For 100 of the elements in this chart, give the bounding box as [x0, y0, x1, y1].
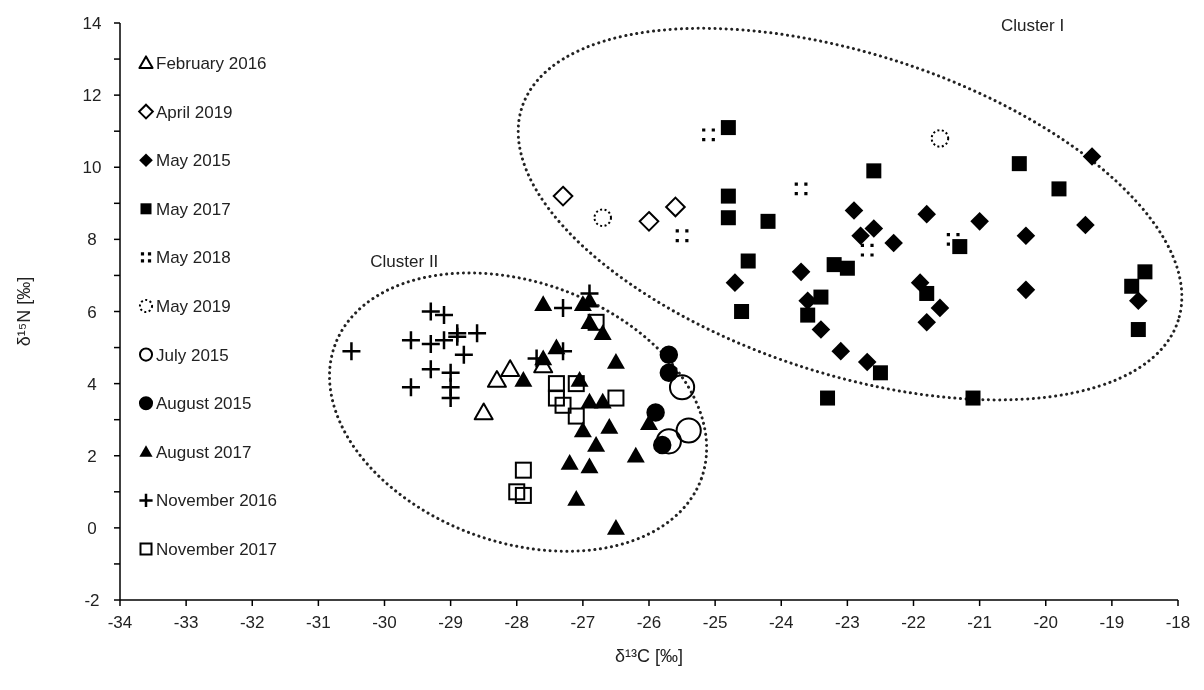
point [547, 389, 565, 407]
legend-label: May 2017 [156, 199, 231, 219]
x-tick-label: -31 [306, 613, 331, 632]
x-tick-label: -20 [1033, 613, 1059, 632]
x-tick-label: -19 [1099, 613, 1125, 632]
annotation: Cluster II [370, 252, 439, 272]
point [560, 453, 579, 470]
legend-label: November 2016 [156, 491, 277, 511]
y-tick-label: 4 [87, 374, 97, 394]
point [587, 313, 605, 331]
point [1016, 226, 1036, 246]
point [872, 365, 888, 381]
point [668, 374, 696, 401]
point [341, 340, 362, 362]
point [965, 390, 981, 406]
x-tick-label: -27 [570, 613, 596, 632]
point [587, 435, 606, 452]
point [930, 298, 950, 318]
point [794, 182, 808, 196]
point [946, 232, 960, 246]
y-tick-label: 6 [87, 302, 97, 322]
point [917, 313, 937, 332]
point [534, 295, 553, 312]
point [626, 446, 645, 463]
point [857, 352, 877, 372]
point [813, 289, 829, 305]
point [811, 320, 831, 339]
point [702, 128, 715, 142]
point [453, 344, 475, 366]
point [866, 163, 882, 179]
point [791, 262, 811, 282]
point [580, 457, 599, 474]
point [917, 204, 937, 224]
point [606, 352, 625, 369]
legend-label: July 2015 [156, 345, 229, 365]
x-tick-label: -34 [107, 613, 133, 632]
point [400, 330, 422, 351]
point [844, 201, 864, 220]
legend-label: August 2015 [156, 394, 252, 414]
y-tick-label: 14 [82, 14, 102, 33]
point [851, 226, 870, 246]
point [820, 390, 836, 406]
point [607, 389, 625, 407]
point [800, 307, 816, 323]
legend-label: February 2016 [156, 54, 267, 73]
point [567, 375, 585, 393]
point [826, 257, 842, 273]
point [760, 213, 776, 229]
x-axis-title: δ¹³C [‰] [614, 646, 684, 666]
x-tick-label: -21 [967, 613, 992, 632]
x-tick-label: -29 [438, 613, 463, 632]
point [573, 421, 592, 438]
legend-label: May 2015 [156, 151, 231, 171]
point [420, 358, 442, 380]
y-tick-label: 2 [87, 446, 97, 466]
point [552, 185, 574, 207]
point [567, 490, 586, 506]
point [655, 428, 682, 455]
point [864, 219, 884, 238]
y-tick-label: 10 [82, 158, 102, 178]
point [486, 370, 507, 388]
point [514, 486, 532, 504]
point [860, 243, 874, 257]
point [638, 211, 660, 232]
x-tick-label: -24 [768, 613, 794, 632]
x-tick-label: -18 [1165, 613, 1191, 632]
point [1016, 280, 1036, 300]
legend-label: May 2019 [156, 297, 231, 316]
point [567, 407, 585, 425]
point [420, 333, 442, 355]
point [1051, 181, 1067, 197]
x-tick-label: -30 [372, 613, 397, 632]
y-axis-title: δ¹⁵N [‰] [14, 276, 34, 347]
point [420, 301, 442, 322]
x-tick-label: -22 [901, 613, 926, 632]
point [659, 345, 679, 365]
point [552, 297, 574, 319]
point [473, 402, 494, 421]
point [839, 260, 855, 276]
point [508, 483, 526, 501]
point [440, 387, 461, 409]
x-tick-label: -33 [173, 613, 199, 632]
point [734, 304, 750, 319]
point [831, 341, 851, 361]
y-tick-label: 8 [87, 230, 97, 250]
x-tick-label: -23 [835, 613, 860, 632]
annotation: Cluster I [1000, 15, 1065, 35]
point [675, 229, 689, 243]
point [1129, 291, 1148, 310]
legend-label: November 2017 [156, 540, 277, 559]
point [514, 461, 532, 479]
point [970, 212, 989, 231]
point [740, 253, 756, 269]
point [466, 322, 488, 344]
point [640, 414, 658, 431]
point [500, 359, 521, 377]
point [400, 376, 422, 398]
legend-label: April 2019 [156, 102, 233, 122]
x-tick-label: -26 [636, 613, 662, 632]
point [1082, 147, 1102, 166]
